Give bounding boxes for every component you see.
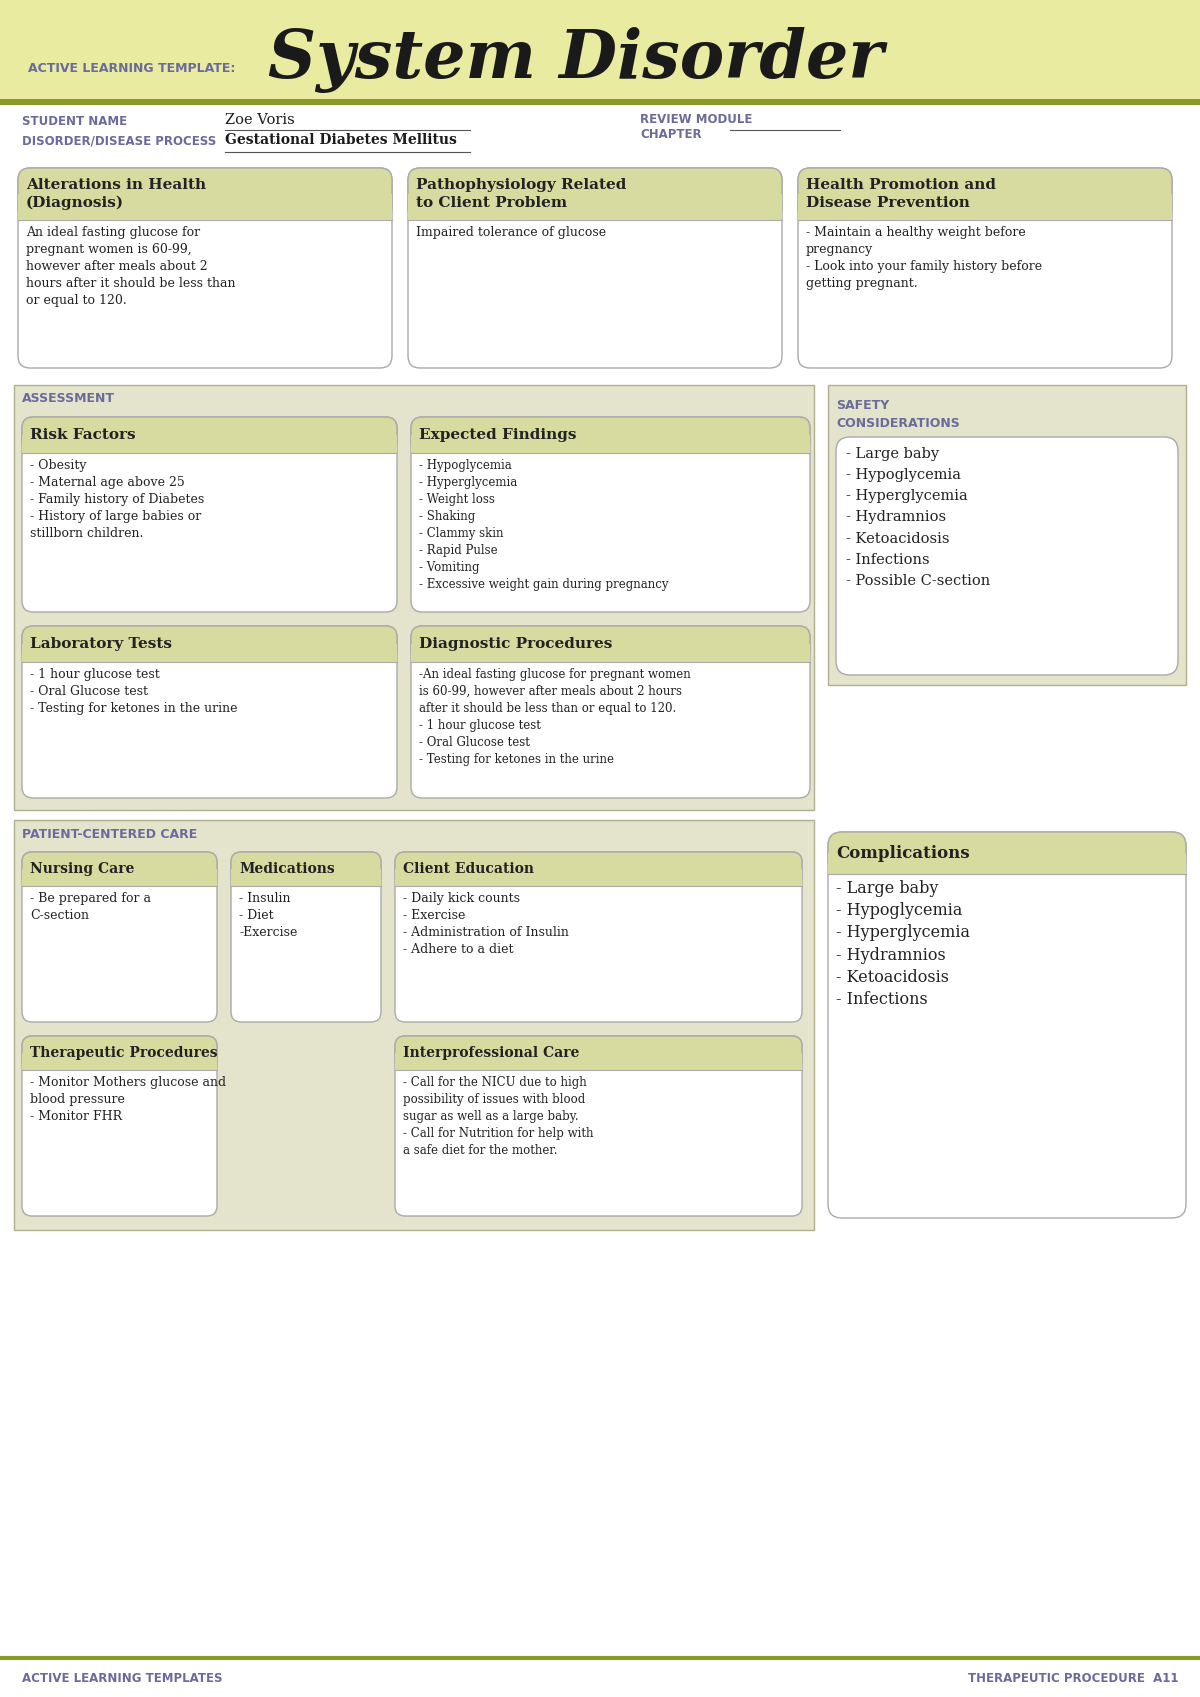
FancyBboxPatch shape [22, 417, 397, 453]
FancyBboxPatch shape [22, 417, 397, 613]
Text: Client Education: Client Education [403, 862, 534, 876]
Text: Medications: Medications [239, 862, 335, 876]
Text: Pathophysiology Related
to Client Problem: Pathophysiology Related to Client Proble… [416, 178, 626, 210]
Text: ASSESSMENT: ASSESSMENT [22, 392, 115, 406]
Bar [230, 869, 382, 886]
Text: - Be prepared for a
C-section: - Be prepared for a C-section [30, 893, 151, 921]
Bar [395, 869, 802, 886]
FancyBboxPatch shape [22, 852, 217, 1022]
Bar [828, 854, 1186, 874]
Text: - Daily kick counts
- Exercise
- Administration of Insulin
- Adhere to a diet: - Daily kick counts - Exercise - Adminis… [403, 893, 569, 955]
Text: Alterations in Health
(Diagnosis): Alterations in Health (Diagnosis) [26, 178, 206, 210]
FancyBboxPatch shape [395, 852, 802, 886]
FancyBboxPatch shape [22, 626, 397, 662]
Bar [14, 820, 814, 1230]
Text: Therapeutic Procedures: Therapeutic Procedures [30, 1045, 217, 1061]
Bar [410, 434, 810, 453]
Text: System Disorder: System Disorder [268, 27, 883, 93]
Text: - Call for the NICU due to high
possibility of issues with blood
sugar as well a: - Call for the NICU due to high possibil… [403, 1076, 594, 1157]
Text: SAFETY
CONSIDERATIONS: SAFETY CONSIDERATIONS [836, 399, 960, 429]
Text: Health Promotion and
Disease Prevention: Health Promotion and Disease Prevention [806, 178, 996, 210]
Text: Diagnostic Procedures: Diagnostic Procedures [419, 636, 612, 652]
Bar [798, 193, 1172, 221]
Text: Zoe Voris: Zoe Voris [226, 114, 295, 127]
Bar [22, 434, 397, 453]
FancyBboxPatch shape [408, 168, 782, 368]
Bar [395, 1054, 802, 1071]
Text: REVIEW MODULE: REVIEW MODULE [640, 114, 752, 126]
Text: Laboratory Tests: Laboratory Tests [30, 636, 172, 652]
Text: Gestational Diabetes Mellitus: Gestational Diabetes Mellitus [226, 132, 457, 148]
FancyBboxPatch shape [798, 168, 1172, 368]
Bar [828, 385, 1186, 686]
Bar [18, 193, 392, 221]
Text: ACTIVE LEARNING TEMPLATES: ACTIVE LEARNING TEMPLATES [22, 1672, 222, 1685]
FancyBboxPatch shape [410, 626, 810, 798]
Text: Interprofessional Care: Interprofessional Care [403, 1045, 580, 1061]
Text: STUDENT NAME: STUDENT NAME [22, 115, 127, 127]
FancyBboxPatch shape [22, 852, 217, 886]
Text: Risk Factors: Risk Factors [30, 428, 136, 441]
FancyBboxPatch shape [22, 1035, 217, 1217]
Text: - Obesity
- Maternal age above 25
- Family history of Diabetes
- History of larg: - Obesity - Maternal age above 25 - Fami… [30, 458, 204, 540]
Bar [408, 193, 782, 221]
Text: Expected Findings: Expected Findings [419, 428, 576, 441]
Bar [22, 1054, 217, 1071]
Text: - Large baby
- Hypoglycemia
- Hyperglycemia
- Hydramnios
- Ketoacidosis
- Infect: - Large baby - Hypoglycemia - Hyperglyce… [836, 881, 970, 1008]
Bar [22, 643, 397, 662]
FancyBboxPatch shape [18, 168, 392, 368]
Text: Nursing Care: Nursing Care [30, 862, 134, 876]
FancyBboxPatch shape [410, 417, 810, 613]
FancyBboxPatch shape [22, 626, 397, 798]
Text: - Monitor Mothers glucose and
blood pressure
- Monitor FHR: - Monitor Mothers glucose and blood pres… [30, 1076, 226, 1123]
FancyBboxPatch shape [836, 438, 1178, 675]
Text: CHAPTER: CHAPTER [640, 127, 702, 141]
FancyBboxPatch shape [395, 1035, 802, 1217]
FancyBboxPatch shape [828, 832, 1186, 1218]
FancyBboxPatch shape [22, 1035, 217, 1071]
Text: - Maintain a healthy weight before
pregnancy
- Look into your family history bef: - Maintain a healthy weight before pregn… [806, 226, 1042, 290]
Bar [410, 643, 810, 662]
Text: PATIENT-CENTERED CARE: PATIENT-CENTERED CARE [22, 828, 197, 840]
Text: THERAPEUTIC PROCEDURE  A11: THERAPEUTIC PROCEDURE A11 [967, 1672, 1178, 1685]
Text: Complications: Complications [836, 845, 970, 862]
Bar [22, 869, 217, 886]
Text: - Large baby
- Hypoglycemia
- Hyperglycemia
- Hydramnios
- Ketoacidosis
- Infect: - Large baby - Hypoglycemia - Hyperglyce… [846, 446, 990, 587]
FancyBboxPatch shape [230, 852, 382, 886]
FancyBboxPatch shape [395, 852, 802, 1022]
Text: - 1 hour glucose test
- Oral Glucose test
- Testing for ketones in the urine: - 1 hour glucose test - Oral Glucose tes… [30, 669, 238, 714]
Text: - Insulin
- Diet
-Exercise: - Insulin - Diet -Exercise [239, 893, 298, 938]
FancyBboxPatch shape [410, 417, 810, 453]
Text: -An ideal fasting glucose for pregnant women
is 60-99, however after meals about: -An ideal fasting glucose for pregnant w… [419, 669, 691, 765]
Text: Impaired tolerance of glucose: Impaired tolerance of glucose [416, 226, 606, 239]
Text: - Hypoglycemia
- Hyperglycemia
- Weight loss
- Shaking
- Clammy skin
- Rapid Pul: - Hypoglycemia - Hyperglycemia - Weight … [419, 458, 668, 591]
Text: DISORDER/DISEASE PROCESS: DISORDER/DISEASE PROCESS [22, 134, 216, 148]
FancyBboxPatch shape [410, 626, 810, 662]
Bar [0, 0, 1200, 105]
Bar [0, 98, 1200, 105]
Text: ACTIVE LEARNING TEMPLATE:: ACTIVE LEARNING TEMPLATE: [28, 61, 235, 75]
FancyBboxPatch shape [828, 832, 1186, 874]
FancyBboxPatch shape [18, 168, 392, 221]
Text: An ideal fasting glucose for
pregnant women is 60-99,
however after meals about : An ideal fasting glucose for pregnant wo… [26, 226, 235, 307]
FancyBboxPatch shape [408, 168, 782, 221]
FancyBboxPatch shape [230, 852, 382, 1022]
FancyBboxPatch shape [395, 1035, 802, 1071]
Bar [14, 385, 814, 809]
FancyBboxPatch shape [798, 168, 1172, 221]
